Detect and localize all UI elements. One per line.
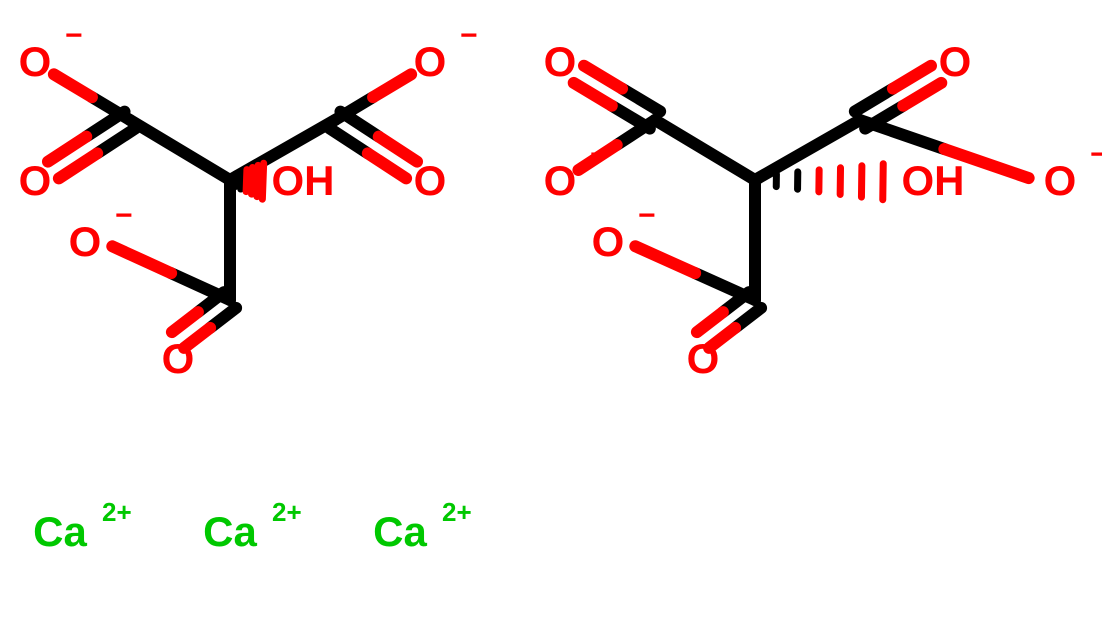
charge-label: − [590,138,608,171]
oxygen-atom-label: O [414,157,447,204]
oxygen-atom-label: O [162,335,195,382]
charge-label: − [460,19,478,52]
oxygen-atom-label: O [544,157,577,204]
oxygen-atom-label: O [19,157,52,204]
charge-label: − [65,19,83,52]
charge-label: 2+ [272,497,302,527]
charge-label: − [638,199,656,232]
oxygen-atom-label: O [592,218,625,265]
charge-label: 2+ [102,497,132,527]
calcium-ion-label: Ca [33,508,87,555]
charge-label: − [1090,138,1102,171]
oxygen-atom-label: O [939,38,972,85]
oxygen-atom-label: O [19,38,52,85]
charge-label: 2+ [442,497,472,527]
calcium-ion-label: Ca [373,508,427,555]
oxygen-atom-label: O [544,38,577,85]
oxygen-atom-label: O [69,218,102,265]
calcium-ion-label: Ca [203,508,257,555]
oxygen-atom-label: O [414,38,447,85]
oxygen-atom-label: OH [272,157,335,204]
charge-label: − [115,199,133,232]
oxygen-atom-label: OH [902,157,965,204]
oxygen-atom-label: O [687,335,720,382]
oxygen-atom-label: O [1044,157,1077,204]
